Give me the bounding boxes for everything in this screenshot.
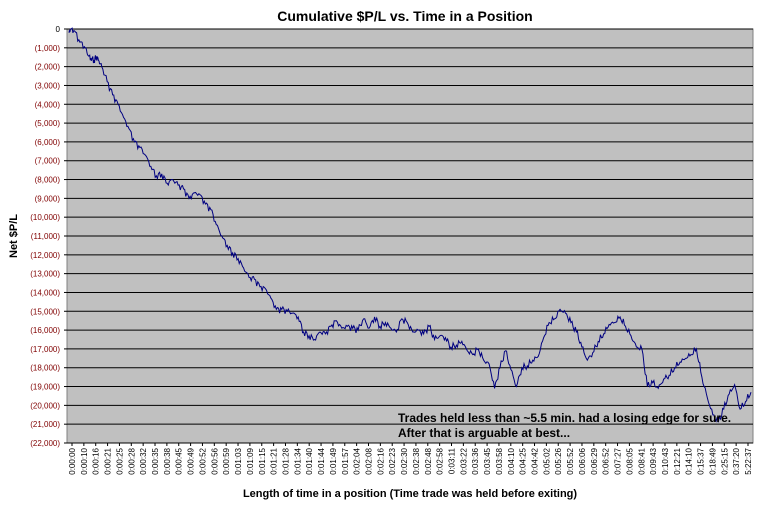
x-axis-ticks: 0:00:00 0:00:10 0:00:16 0:00:21 0:00:25 0:00:… (68, 443, 753, 475)
y-axis-label: Net $P/L (8, 214, 20, 258)
y-tick-label: (9,000) (35, 194, 61, 203)
y-tick-label: (2,000) (35, 63, 61, 72)
x-tick-label: 0:01:21 (270, 447, 279, 474)
x-tick-label: 0:06:06 (578, 447, 587, 474)
x-tick-label: 0:15:37 (697, 447, 706, 474)
x-tick-label: 0:01:03 (234, 447, 243, 474)
x-tick-label: 0:00:59 (222, 447, 231, 474)
x-tick-label: 0:08:05 (625, 447, 634, 474)
y-tick-label: (3,000) (35, 81, 61, 90)
x-tick-label: 0:01:49 (329, 447, 338, 474)
y-tick-label: (4,000) (35, 100, 61, 109)
x-tick-label: 0:25:15 (720, 447, 729, 474)
x-tick-label: 0:01:44 (317, 447, 326, 474)
x-tick-label: 0:02:48 (424, 447, 433, 474)
x-tick-label: 0:00:49 (187, 447, 196, 474)
y-tick-label: (20,000) (30, 401, 60, 410)
x-tick-label: 0:12:21 (673, 447, 682, 474)
x-tick-label: 0:00:35 (151, 447, 160, 474)
x-tick-label: 0:00:10 (80, 447, 89, 474)
x-tick-label: 0:01:57 (341, 447, 350, 474)
x-tick-label: 0:03:11 (448, 447, 457, 474)
x-tick-label: 0:07:27 (614, 447, 623, 474)
x-tick-label: 0:02:08 (364, 447, 373, 474)
x-tick-label: 0:02:16 (376, 447, 385, 474)
x-tick-label: 0:00:16 (92, 447, 101, 474)
y-tick-label: 0 (56, 25, 61, 34)
annotation-line-2: After that is arguable at best... (398, 426, 570, 440)
y-tick-label: (13,000) (30, 270, 60, 279)
x-tick-label: 0:06:52 (602, 447, 611, 474)
series-line-cumulative-pl (68, 27, 752, 423)
y-tick-label: (11,000) (31, 232, 61, 241)
y-tick-label: (19,000) (30, 383, 60, 392)
x-tick-label: 0:00:32 (139, 447, 148, 474)
x-tick-label: 0:05:52 (566, 447, 575, 474)
x-tick-label: 0:02:23 (388, 447, 397, 474)
x-axis-label: Length of time in a position (Time trade… (243, 488, 577, 500)
y-tick-label: (8,000) (35, 176, 61, 185)
x-tick-label: 0:04:10 (507, 447, 516, 474)
x-tick-label: 0:37:20 (732, 447, 741, 474)
y-tick-label: (5,000) (35, 119, 61, 128)
x-tick-label: 0:00:00 (68, 447, 77, 474)
x-tick-label: 0:00:21 (104, 447, 113, 474)
x-tick-label: 0:00:56 (210, 447, 219, 474)
annotation-line-1: Trades held less than ~5.5 min. had a lo… (398, 411, 731, 425)
x-tick-label: 0:03:22 (459, 447, 468, 474)
x-tick-label: 0:00:45 (175, 447, 184, 474)
x-tick-label: 0:06:29 (590, 447, 599, 474)
x-tick-label: 0:05:26 (554, 447, 563, 474)
x-tick-label: 0:01:15 (258, 447, 267, 474)
x-tick-label: 0:02:58 (436, 447, 445, 474)
x-tick-label: 0:00:52 (198, 447, 207, 474)
x-tick-label: 0:02:38 (412, 447, 421, 474)
x-tick-label: 0:14:10 (685, 447, 694, 474)
y-tick-label: (16,000) (30, 326, 60, 335)
x-tick-label: 0:01:40 (305, 447, 314, 474)
x-tick-label: 0:04:25 (519, 447, 528, 474)
y-tick-label: (7,000) (35, 157, 61, 166)
y-tick-label: (22,000) (30, 439, 60, 448)
y-tick-label: (10,000) (30, 213, 60, 222)
chart-title: Cumulative $P/L vs. Time in a Position (277, 8, 532, 24)
y-tick-label: (14,000) (30, 288, 60, 297)
y-tick-label: (18,000) (30, 364, 60, 373)
x-tick-label: 0:00:25 (115, 447, 124, 474)
grid-lines (67, 28, 753, 444)
x-tick-label: 0:01:28 (281, 447, 290, 474)
x-tick-label: 0:08:41 (637, 447, 646, 474)
x-tick-label: 0:02:04 (353, 447, 362, 474)
x-tick-label: 0:03:36 (471, 447, 480, 474)
y-tick-label: (21,000) (30, 420, 60, 429)
x-tick-label: 0:01:34 (293, 447, 302, 474)
x-tick-label: 0:09:43 (649, 447, 658, 474)
y-tick-label: (15,000) (30, 307, 60, 316)
x-tick-label: 0:03:58 (495, 447, 504, 474)
y-tick-label: (1,000) (35, 44, 61, 53)
x-tick-label: 0:04:42 (531, 447, 540, 474)
x-tick-label: 0:02:30 (400, 447, 409, 474)
x-tick-label: 0:05:02 (542, 447, 551, 474)
y-tick-label: (17,000) (30, 345, 60, 354)
x-tick-label: 0:01:09 (246, 447, 255, 474)
y-tick-label: (6,000) (35, 138, 61, 147)
x-tick-label: 0:00:28 (127, 447, 136, 474)
x-tick-label: 5:22:37 (744, 447, 753, 474)
x-tick-label: 0:03:45 (483, 447, 492, 474)
x-tick-label: 0:00:38 (163, 447, 172, 474)
x-tick-label: 0:10:43 (661, 447, 670, 474)
y-tick-label: (12,000) (30, 251, 60, 260)
y-axis-ticks: 0 (1,000) (2,000) (3,000) (4,000) (5,000) (6,0… (30, 25, 67, 448)
x-tick-label: 0:18:49 (708, 447, 717, 474)
